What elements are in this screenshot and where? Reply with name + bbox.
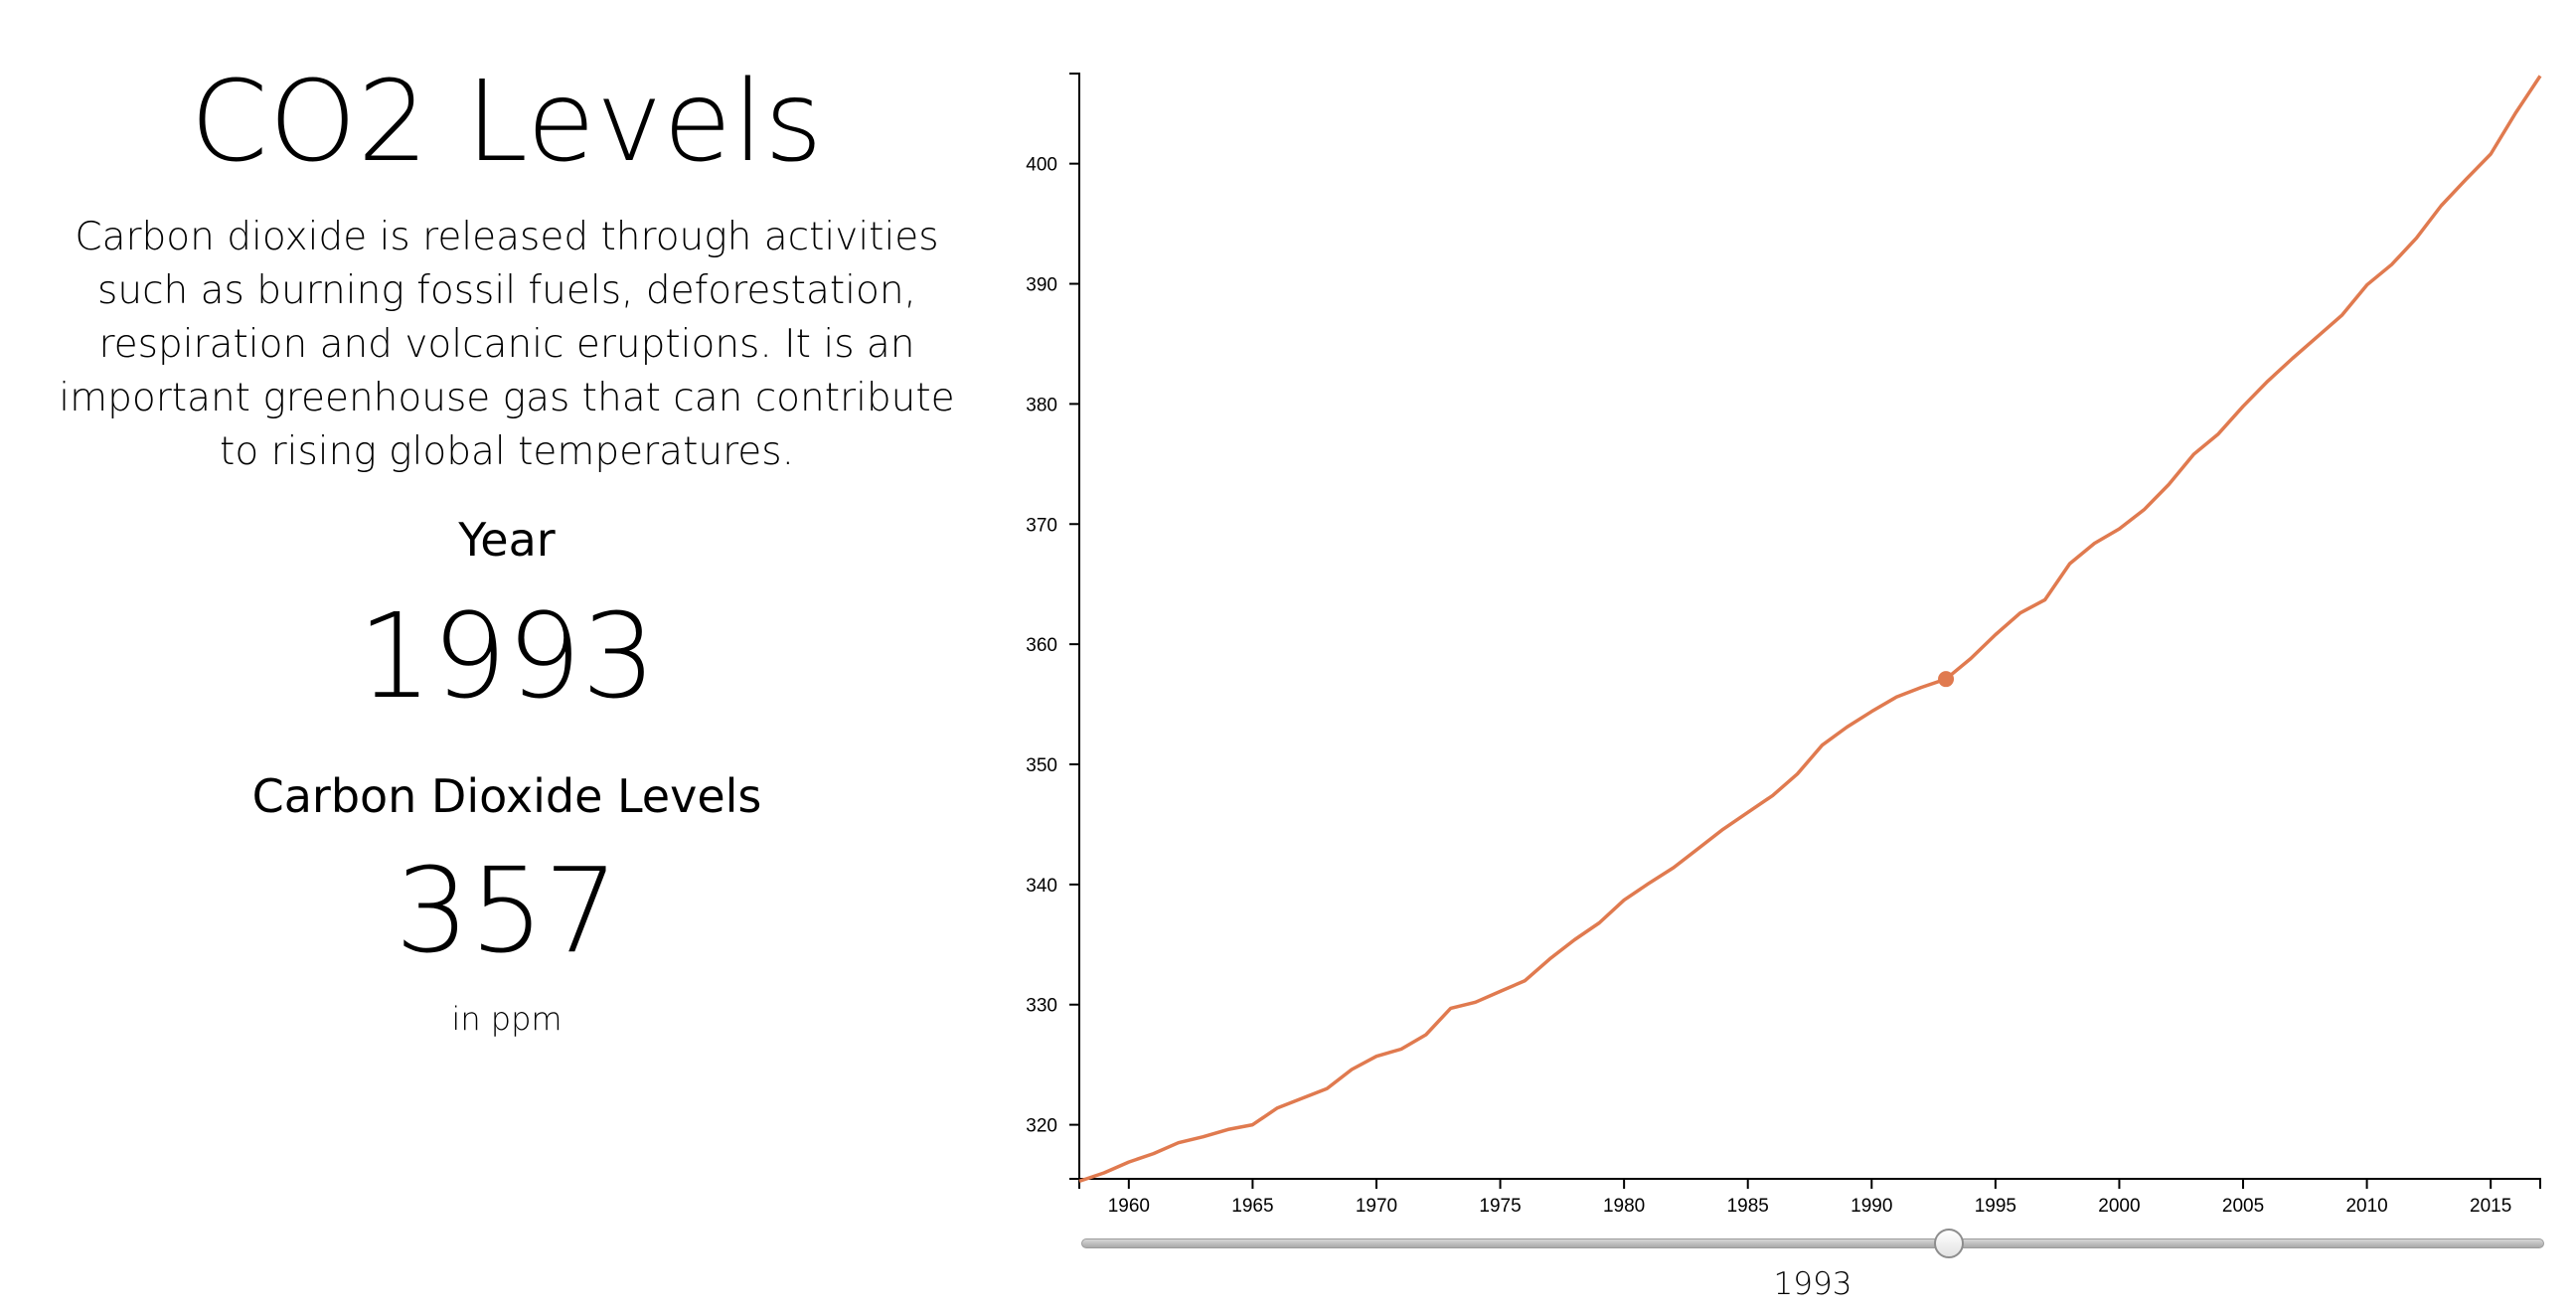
y-tick-label: 330 <box>1026 996 1057 1017</box>
slider-track[interactable] <box>1081 1238 2544 1248</box>
x-tick-label: 2015 <box>2470 1196 2511 1217</box>
x-tick-label: 2005 <box>2222 1196 2264 1217</box>
y-axis-line <box>1069 73 1080 1180</box>
y-tick-label: 320 <box>1026 1116 1057 1137</box>
y-axis: 320 330 340 350 360 370 380 390 400 <box>1026 73 1080 1180</box>
slider-year-label: 1993 <box>1773 1266 1852 1302</box>
year-heading: Year <box>458 513 556 567</box>
slider-handle[interactable] <box>1934 1229 1965 1258</box>
x-tick-label: 1980 <box>1603 1196 1645 1217</box>
x-tick-label: 2000 <box>2098 1196 2140 1217</box>
x-tick-label: 1965 <box>1231 1196 1273 1217</box>
x-tick-label: 1990 <box>1851 1196 1892 1217</box>
co2-value: 357 <box>395 842 619 979</box>
x-axis-line <box>1078 1178 2541 1189</box>
y-tick-label: 380 <box>1026 395 1057 415</box>
co2-heading: Carbon Dioxide Levels <box>251 769 762 823</box>
x-tick-label: 1995 <box>1975 1196 2016 1217</box>
y-tick-label: 400 <box>1026 155 1057 176</box>
x-tick-label: 1975 <box>1479 1196 1521 1217</box>
x-tick-label: 1960 <box>1108 1196 1150 1217</box>
x-axis: 1960 1965 1970 1975 1980 1985 1990 1995 2000 2005… <box>1078 1178 2541 1217</box>
y-tick-label: 350 <box>1026 755 1057 776</box>
year-slider[interactable] <box>1081 1229 2544 1258</box>
y-tick-label: 370 <box>1026 515 1057 536</box>
co2-series-line <box>1078 75 2542 1184</box>
selected-year-point <box>1938 671 1955 688</box>
x-tick-label: 2010 <box>2345 1196 2387 1217</box>
y-tick-label: 390 <box>1026 275 1057 296</box>
y-tick-label: 360 <box>1026 635 1057 656</box>
plot-area <box>1078 75 2542 1184</box>
description-text: Carbon dioxide is released through activ… <box>59 215 955 474</box>
unit-label: in ppm <box>451 1000 563 1038</box>
page-title: CO2 Levels <box>190 58 824 187</box>
x-tick-label: 1970 <box>1356 1196 1397 1217</box>
y-tick-label: 340 <box>1026 876 1057 897</box>
year-value: 1993 <box>357 587 657 725</box>
x-tick-label: 1985 <box>1727 1196 1769 1217</box>
info-panel: CO2 Levels Carbon dioxide is released th… <box>0 0 1014 1316</box>
